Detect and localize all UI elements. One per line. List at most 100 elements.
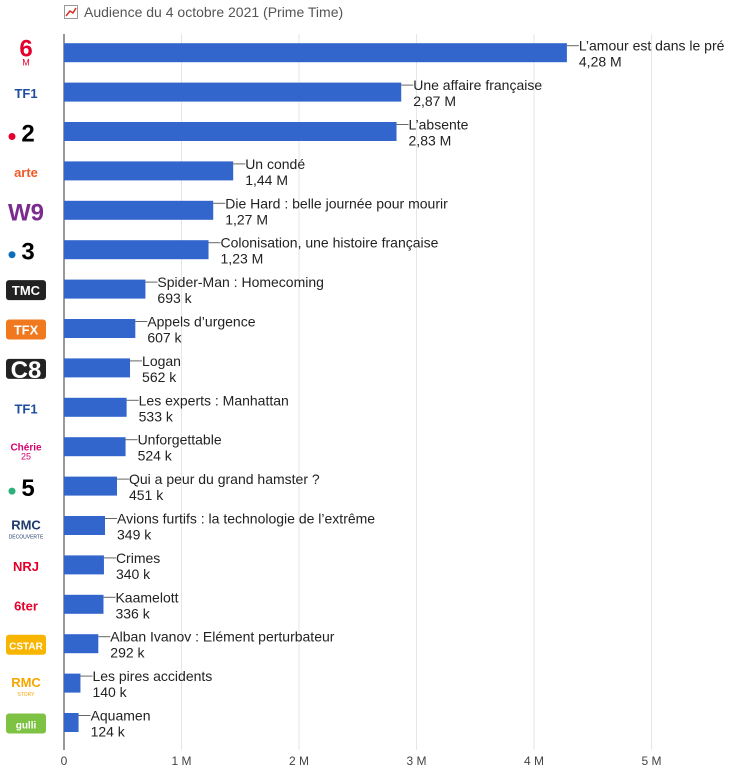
value-label: 451 k — [129, 487, 164, 503]
svg-text:25: 25 — [21, 452, 31, 462]
x-tick-label: 2 M — [289, 754, 309, 768]
program-label: Kaamelott — [115, 589, 178, 605]
channel-logo: C8 — [6, 357, 46, 384]
bar — [64, 634, 99, 654]
x-tick-label: 5 M — [641, 754, 661, 768]
svg-text:RMC: RMC — [11, 518, 41, 533]
bar — [64, 43, 567, 63]
svg-text:TF1: TF1 — [14, 401, 37, 416]
x-tick-label: 0 — [61, 754, 68, 768]
value-label: 1,44 M — [245, 172, 288, 188]
bar — [64, 82, 402, 102]
channel-logo: TF1 — [14, 401, 37, 416]
svg-text:TMC: TMC — [12, 283, 41, 298]
program-label: Die Hard : belle journée pour mourir — [225, 195, 448, 211]
value-label: 349 k — [117, 527, 152, 543]
x-tick-label: 3 M — [406, 754, 426, 768]
channel-logo: W9 — [8, 199, 44, 226]
bar — [64, 397, 127, 417]
svg-text:2: 2 — [21, 121, 34, 148]
x-tick-label: 4 M — [524, 754, 544, 768]
program-label: Aquamen — [91, 708, 151, 724]
bar — [64, 476, 117, 496]
bar — [64, 516, 106, 535]
chart-title: Audience du 4 octobre 2021 (Prime Time) — [84, 4, 344, 20]
bar — [64, 713, 79, 732]
bar — [64, 358, 131, 378]
value-label: 1,23 M — [221, 251, 264, 267]
bar — [64, 279, 146, 299]
program-label: Colonisation, une histoire française — [221, 235, 439, 251]
program-label: Les experts : Manhattan — [139, 392, 289, 408]
svg-text:M: M — [22, 58, 30, 68]
svg-text:TFX: TFX — [14, 323, 39, 338]
value-label: 2,83 M — [409, 133, 452, 149]
bar — [64, 319, 136, 338]
channel-logo: 6ter — [14, 598, 38, 613]
svg-text:C8: C8 — [11, 357, 42, 384]
bar — [64, 437, 126, 457]
value-label: 140 k — [92, 684, 127, 700]
svg-text:TF1: TF1 — [14, 86, 37, 101]
svg-text:STORY: STORY — [17, 692, 35, 698]
channel-logo: arte — [14, 165, 38, 180]
value-label: 693 k — [157, 290, 192, 306]
value-label: 4,28 M — [579, 54, 622, 70]
svg-text:6: 6 — [19, 36, 32, 63]
value-label: 607 k — [147, 330, 182, 346]
bar — [64, 555, 104, 575]
bar — [64, 161, 234, 181]
svg-text:Chérie: Chérie — [10, 443, 42, 454]
svg-text:RMC: RMC — [11, 675, 41, 690]
program-label: Qui a peur du grand hamster ? — [129, 471, 320, 487]
program-label: L’absente — [409, 117, 469, 133]
value-label: 340 k — [116, 566, 151, 582]
program-label: Unforgettable — [138, 432, 222, 448]
program-label: Spider-Man : Homecoming — [157, 274, 324, 290]
channel-logo: 5 — [8, 475, 35, 502]
channel-logo: NRJ — [13, 559, 39, 574]
channel-logo: TF1 — [14, 86, 37, 101]
bar — [64, 200, 214, 220]
channel-logo: CSTAR — [6, 634, 46, 655]
channel-logo: TFX — [6, 319, 46, 340]
bar — [64, 594, 104, 614]
svg-text:CSTAR: CSTAR — [9, 642, 43, 653]
value-label: 124 k — [91, 724, 126, 740]
program-label: Logan — [142, 353, 181, 369]
program-label: Avions furtifs : la technologie de l’ext… — [117, 511, 375, 527]
chart-icon — [64, 5, 78, 19]
svg-text:DÉCOUVERTE: DÉCOUVERTE — [9, 534, 44, 541]
value-label: 562 k — [142, 369, 177, 385]
value-label: 336 k — [115, 605, 150, 621]
svg-text:NRJ: NRJ — [13, 559, 39, 574]
program-label: Appels d’urgence — [147, 314, 255, 330]
value-label: 292 k — [110, 645, 145, 661]
channel-logo: 6M — [19, 36, 32, 68]
svg-text:5: 5 — [21, 475, 34, 502]
value-label: 2,87 M — [413, 93, 456, 109]
value-label: 1,27 M — [225, 211, 268, 227]
program-label: L’amour est dans le pré — [579, 38, 725, 54]
channel-logo: TMC — [6, 280, 46, 301]
bar — [64, 122, 397, 141]
bar — [64, 240, 209, 260]
program-label: Alban Ivanov : Elément perturbateur — [110, 629, 334, 645]
value-label: 533 k — [139, 408, 174, 424]
program-label: Crimes — [116, 550, 160, 566]
x-tick-label: 1 M — [171, 754, 191, 768]
svg-text:arte: arte — [14, 165, 38, 180]
svg-text:gulli: gulli — [16, 721, 37, 732]
channel-logo: 2 — [8, 121, 35, 148]
svg-text:W9: W9 — [8, 199, 44, 226]
bar — [64, 673, 81, 693]
channel-logo: gulli — [6, 713, 46, 734]
channel-logo: 3 — [8, 239, 35, 266]
chart-header: Audience du 4 octobre 2021 (Prime Time) — [64, 2, 343, 22]
channel-logo: RMC STORY — [11, 675, 41, 698]
program-label: Un condé — [245, 156, 305, 172]
svg-text:3: 3 — [21, 239, 34, 266]
